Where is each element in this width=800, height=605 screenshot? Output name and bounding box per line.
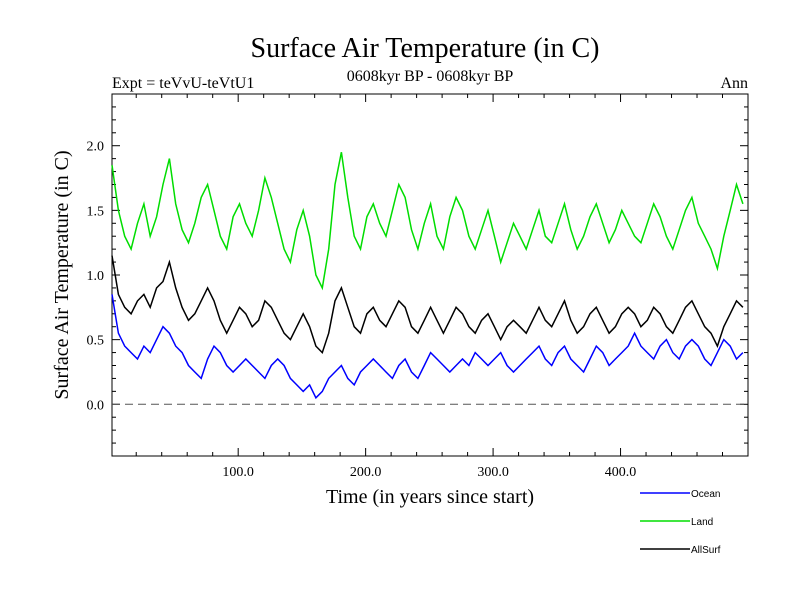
period-label: 0608kyr BP - 0608kyr BP <box>347 68 514 85</box>
y-axis-label: Surface Air Temperature (in C) <box>51 150 73 399</box>
x-tick-label: 400.0 <box>605 465 637 480</box>
experiment-label: Expt = teVvU-teVtU1 <box>112 75 254 92</box>
series-line-allsurf <box>111 255 744 355</box>
season-label: Ann <box>720 75 748 92</box>
legend-label-land: Land <box>691 517 713 528</box>
chart-title: Surface Air Temperature (in C) <box>251 33 600 64</box>
axis-ticks: 100.0 200.0 300.0 400.0 0.0 0.5 1.0 1.5 2.0 <box>87 94 748 480</box>
legend: Ocean Land AllSurf <box>640 489 721 556</box>
y-tick-label: 0.0 <box>87 398 105 413</box>
series-line-land <box>111 152 744 291</box>
y-tick-label: 2.0 <box>87 140 105 155</box>
x-tick-label: 200.0 <box>350 465 382 480</box>
y-tick-label: 1.0 <box>87 269 105 284</box>
x-axis-label: Time (in years since start) <box>326 486 534 508</box>
legend-label-ocean: Ocean <box>691 489 720 500</box>
y-tick-label: 0.5 <box>87 334 105 349</box>
plot-frame <box>111 93 749 457</box>
y-tick-label: 1.5 <box>87 204 105 219</box>
legend-label-allsurf: AllSurf <box>691 545 721 556</box>
series-lines <box>111 152 744 400</box>
x-tick-label: 100.0 <box>222 465 254 480</box>
series-line-ocean <box>111 294 744 400</box>
x-tick-label: 300.0 <box>477 465 509 480</box>
